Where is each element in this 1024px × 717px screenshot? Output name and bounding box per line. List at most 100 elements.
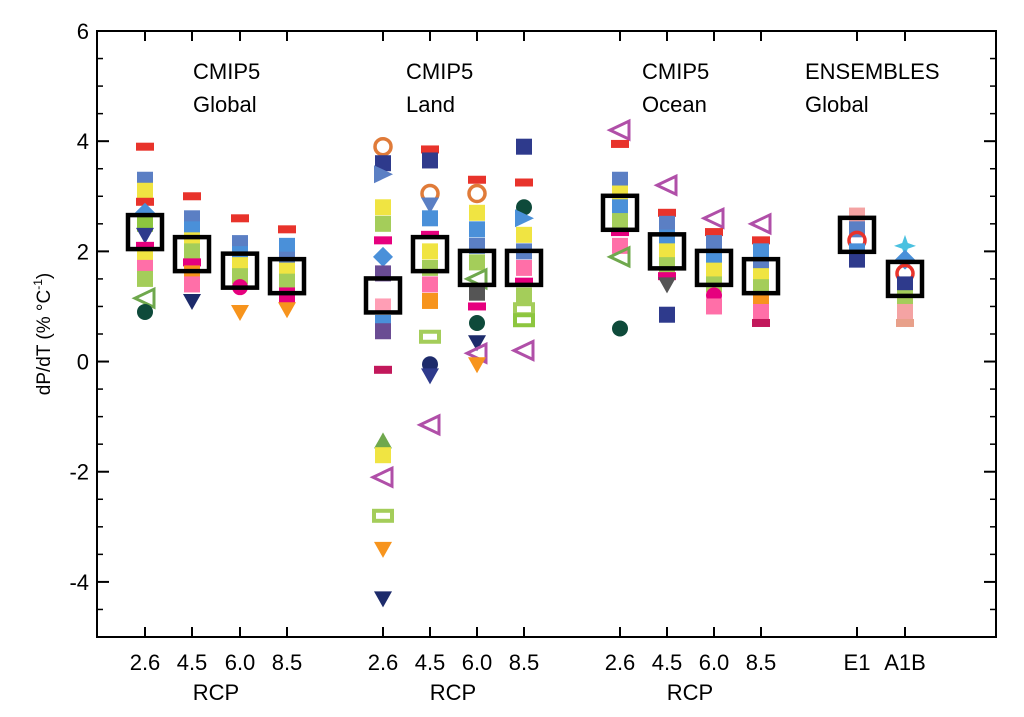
- data-point: [513, 302, 535, 317]
- data-point: [753, 303, 769, 320]
- data-point: [374, 165, 393, 184]
- data-point: [375, 215, 391, 232]
- data-point: [422, 292, 438, 309]
- data-point: [375, 447, 391, 464]
- data-point: [136, 227, 154, 244]
- data-point: [659, 243, 675, 260]
- y-tick-label: 6: [77, 19, 89, 44]
- data-point: [421, 197, 439, 214]
- data-point: [612, 320, 628, 337]
- y-axis-label: dP/dT (% °C-1): [31, 273, 55, 395]
- x-tick-label: 2.6: [368, 650, 399, 675]
- data-point: [849, 251, 865, 268]
- data-point: [374, 541, 392, 558]
- group-label-line2: Land: [406, 92, 455, 117]
- data-point: [375, 155, 391, 172]
- mean-box: [647, 232, 687, 271]
- data-point: [653, 173, 678, 197]
- data-point: [896, 318, 914, 327]
- mean-box: [125, 212, 165, 252]
- mean-box: [504, 248, 544, 288]
- x-tick-label: 6.0: [225, 650, 256, 675]
- data-point: [136, 142, 154, 151]
- data-point: [897, 290, 913, 307]
- x-tick-label: 8.5: [746, 650, 777, 675]
- data-point: [849, 207, 865, 224]
- data-point: [422, 243, 438, 260]
- data-point: [422, 210, 438, 227]
- data-point: [516, 226, 532, 243]
- y-tick-label: 2: [77, 239, 89, 264]
- data-point: [375, 199, 391, 216]
- mean-box: [410, 234, 450, 274]
- data-point: [374, 432, 392, 449]
- data-point: [659, 306, 675, 323]
- data-point: [752, 318, 770, 327]
- mean-box: [694, 248, 734, 288]
- group-labels: CMIP5 Global CMIP5 Land CMIP5 Ocean ENSEMBLES G…: [193, 59, 940, 117]
- data-point: [513, 313, 535, 328]
- y-axis-label-close: ): [34, 273, 55, 279]
- y-tick-label: 0: [77, 350, 89, 375]
- data-point: [700, 206, 725, 230]
- data-point: [421, 230, 439, 239]
- data-point: [416, 413, 441, 437]
- data-point: [895, 249, 915, 270]
- plot-frame: [96, 30, 997, 638]
- y-axis-label-superscript: -1: [31, 279, 45, 290]
- data-point: [516, 259, 532, 276]
- data-point: [137, 303, 153, 320]
- x-tick-label: 4.5: [177, 650, 208, 675]
- data-point: [422, 276, 438, 293]
- data-point: [421, 368, 439, 385]
- mean-box: [220, 251, 260, 290]
- data-point: [184, 276, 200, 293]
- data-point: [659, 257, 675, 274]
- x-axis: 2.6 4.5 6.0 8.5 2.6 4.5 6.0 8.5 2.6 4.5 6.0 8.5 E1 A1…: [130, 31, 926, 705]
- data-point: [369, 465, 394, 489]
- data-point: [468, 357, 486, 374]
- x-tick-label: A1B: [884, 650, 926, 675]
- y-tick-label: 4: [77, 129, 89, 154]
- data-point: [612, 213, 628, 230]
- mean-box: [172, 234, 212, 274]
- data-point: [753, 243, 769, 260]
- data-point: [611, 139, 629, 148]
- data-point: [658, 277, 676, 294]
- data-point: [232, 268, 248, 285]
- data-point: [231, 304, 249, 321]
- data-point: [136, 197, 154, 206]
- data-point: [515, 209, 534, 228]
- x-tick-label: 6.0: [462, 650, 493, 675]
- data-point: [278, 302, 296, 319]
- data-point: [136, 241, 154, 250]
- data-point: [612, 199, 628, 216]
- x-axis-group-label: RCP: [193, 680, 239, 705]
- data-point: [706, 235, 722, 252]
- y-axis: -4 -2 0 2 4 6: [69, 19, 996, 638]
- data-point: [516, 199, 532, 216]
- data-point: [658, 208, 676, 217]
- x-tick-label: 6.0: [699, 650, 730, 675]
- data-point: [468, 335, 486, 352]
- data-point: [516, 287, 532, 304]
- data-point: [705, 228, 723, 237]
- data-point: [374, 591, 392, 608]
- mean-box: [741, 256, 781, 296]
- data-point: [752, 236, 770, 245]
- data-point: [279, 237, 295, 254]
- data-point: [612, 185, 628, 202]
- group-label-line2: Ocean: [642, 92, 707, 117]
- mean-box: [363, 276, 403, 315]
- y-axis-label-main: dP/dT (% °C: [34, 290, 55, 395]
- data-point: [659, 215, 675, 232]
- group-label-line1: CMIP5: [642, 59, 709, 84]
- x-axis-group-label: RCP: [667, 680, 713, 705]
- data-point: [422, 259, 438, 276]
- data-point: [516, 138, 532, 155]
- data-point: [897, 303, 913, 320]
- data-point: [467, 183, 487, 204]
- data-point: [419, 329, 441, 344]
- group-label-line1: CMIP5: [406, 59, 473, 84]
- data-point: [469, 314, 485, 331]
